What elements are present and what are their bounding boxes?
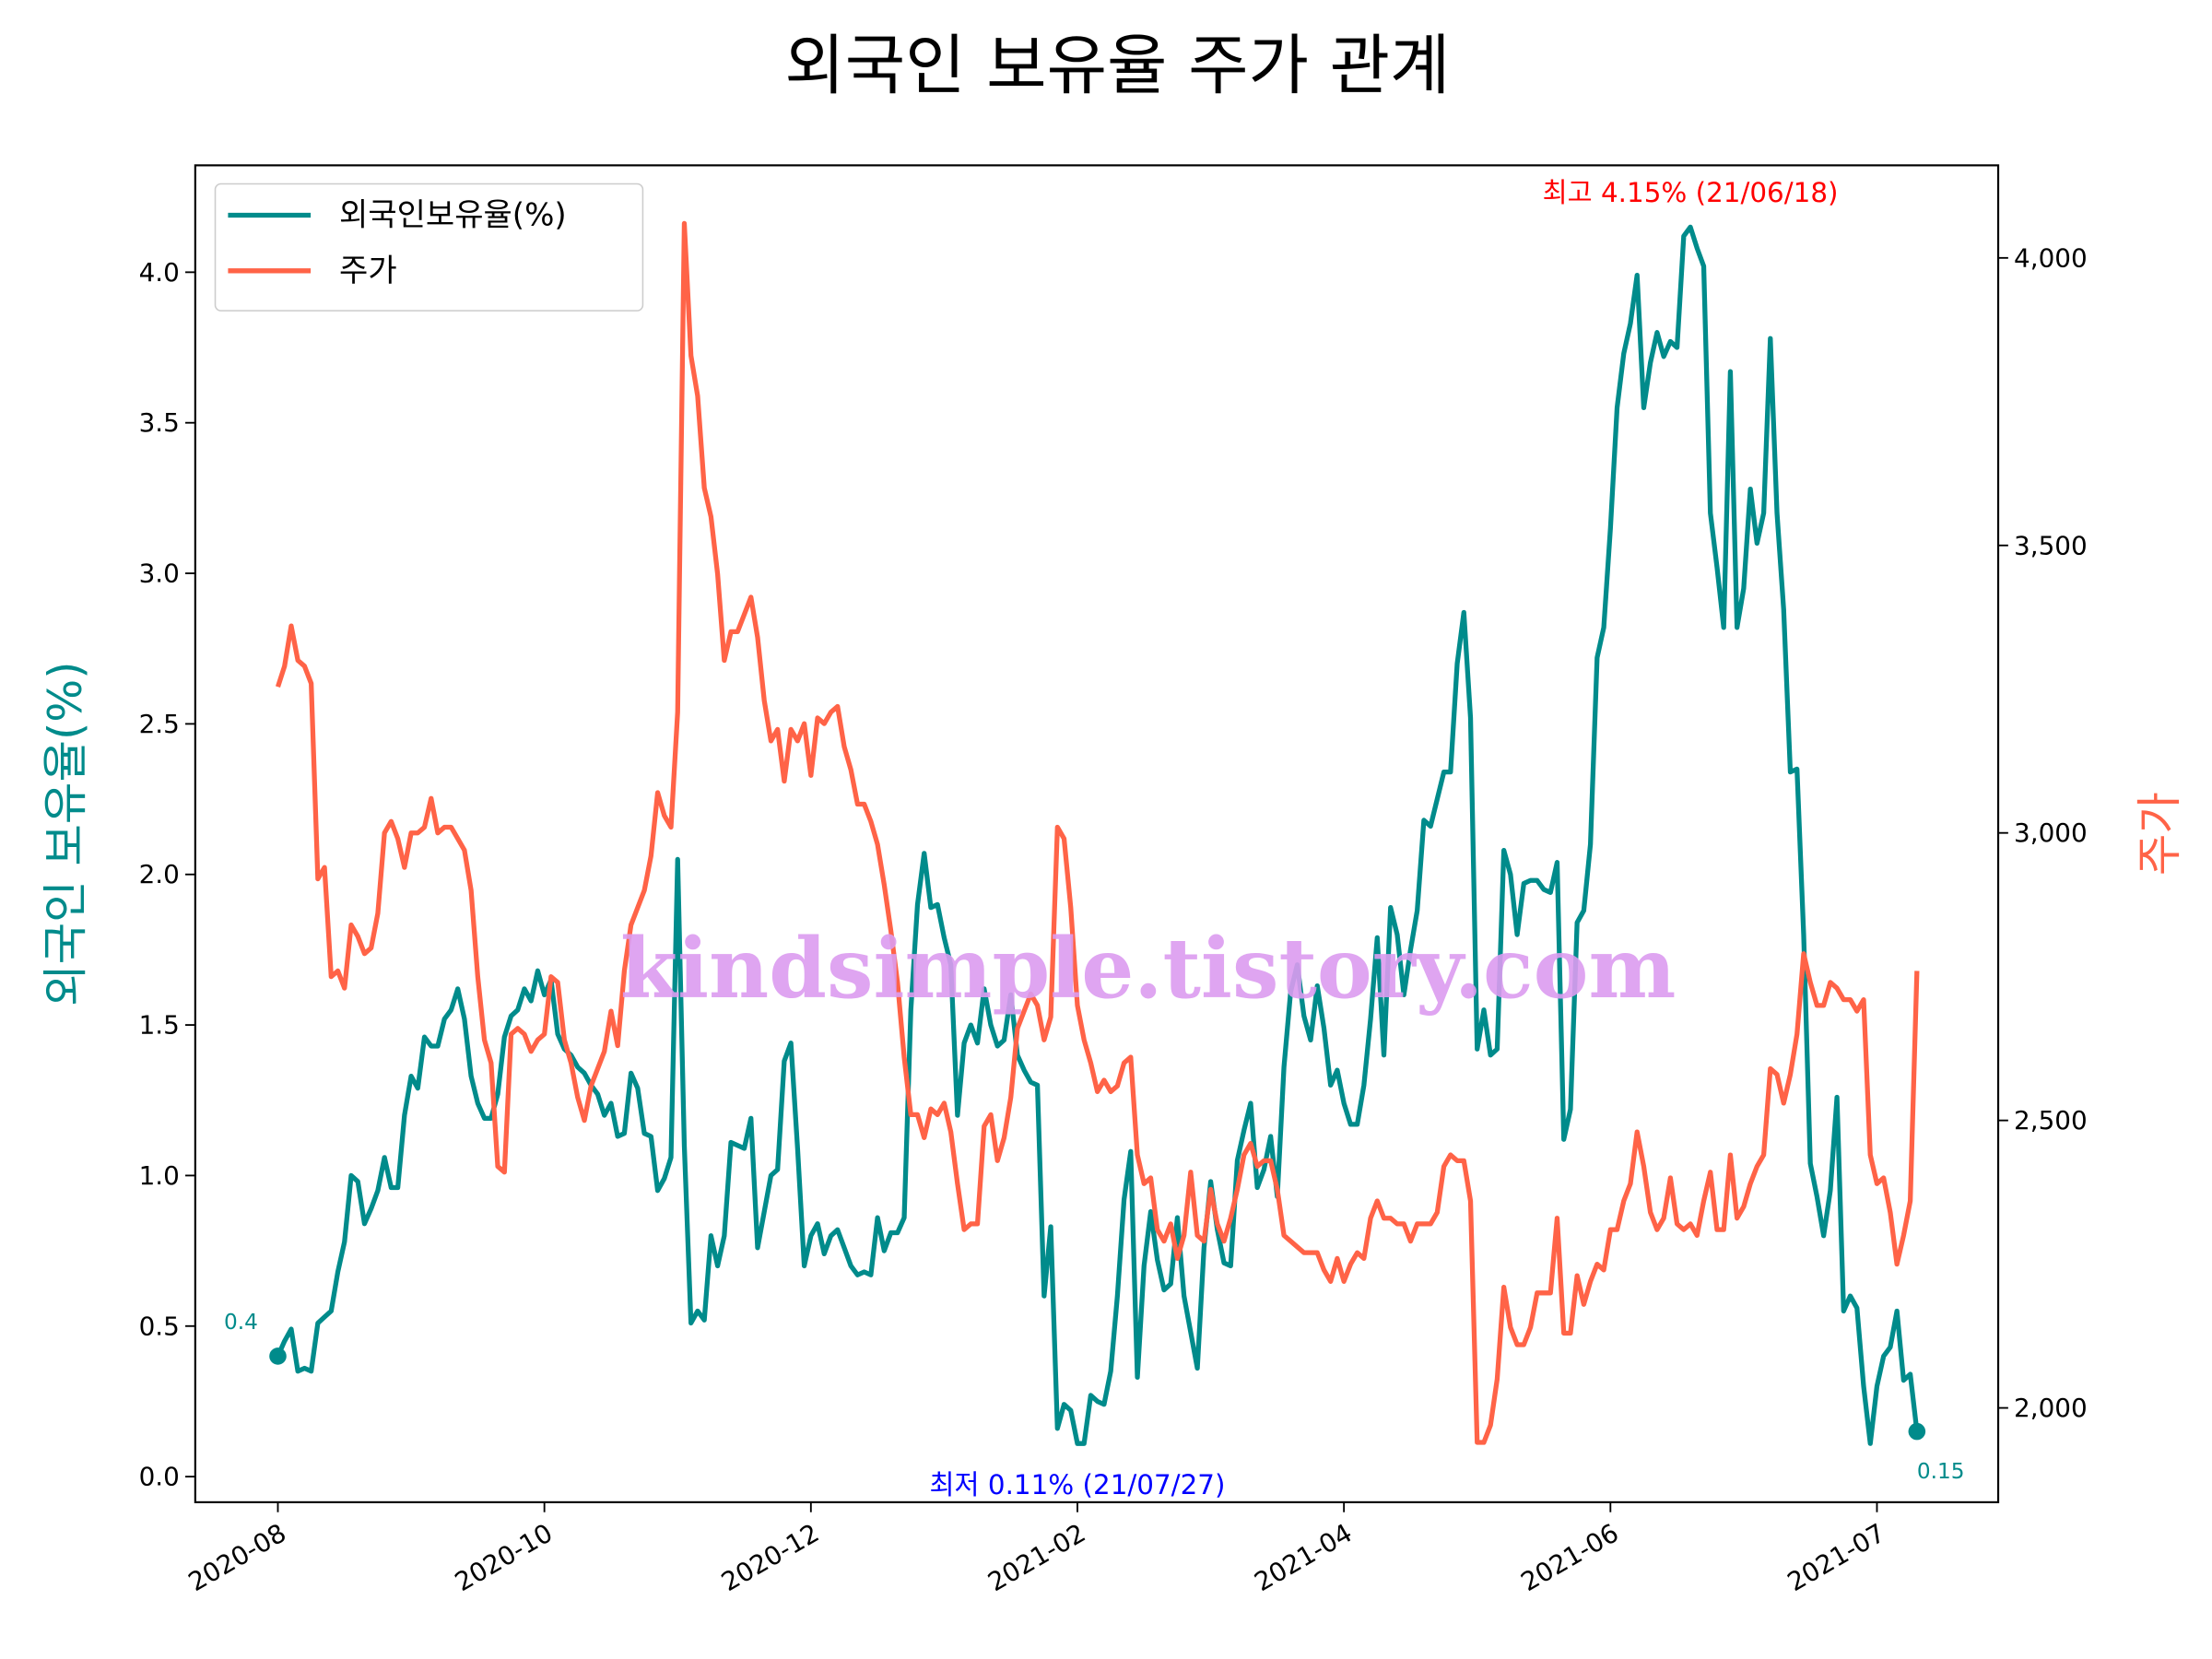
y2-tick-label: 2,000 bbox=[2014, 1393, 2088, 1423]
y2-axis-label: 주가 bbox=[2133, 792, 2186, 876]
annotation: 최고 4.15% (21/06/18) bbox=[1543, 177, 1839, 208]
legend-box bbox=[214, 182, 644, 312]
y2-tick-label: 3,500 bbox=[2014, 530, 2088, 560]
data-label: 0.4 bbox=[224, 1310, 258, 1335]
y-axis-label: 외국인 보유율(%) bbox=[39, 661, 92, 1006]
data-label: 0.15 bbox=[1917, 1459, 1965, 1484]
y2-tick-label: 2,500 bbox=[2014, 1105, 2088, 1135]
y-tick-label: 2.5 bbox=[139, 709, 180, 739]
line-series bbox=[275, 220, 1920, 1445]
y-tick-label: 1.0 bbox=[139, 1160, 180, 1191]
point-marker bbox=[1908, 1422, 1926, 1441]
y-tick-label: 0.0 bbox=[139, 1462, 180, 1492]
y-tick-label: 2.0 bbox=[139, 859, 180, 889]
y2-tick-label: 3,000 bbox=[2014, 818, 2088, 848]
point-marker bbox=[269, 1347, 287, 1365]
legend-label: 외국인보유율(%) bbox=[339, 197, 567, 234]
y-tick-label: 3.0 bbox=[139, 559, 180, 589]
y-tick-label: 4.0 bbox=[139, 257, 180, 288]
y-tick-label: 0.5 bbox=[139, 1311, 180, 1341]
annotation: 최저 0.11% (21/07/27) bbox=[930, 1469, 1226, 1500]
y-tick-label: 1.5 bbox=[139, 1010, 180, 1041]
y2-tick-label: 4,000 bbox=[2014, 242, 2088, 273]
plot-frame bbox=[194, 164, 2000, 1503]
chart-title: 외국인 보유율 주가 관계 bbox=[784, 28, 1450, 104]
watermark: kindsimple.tistory.com bbox=[620, 921, 1677, 1018]
legend-label: 주가 bbox=[339, 253, 397, 289]
y-tick-label: 3.5 bbox=[139, 407, 180, 438]
